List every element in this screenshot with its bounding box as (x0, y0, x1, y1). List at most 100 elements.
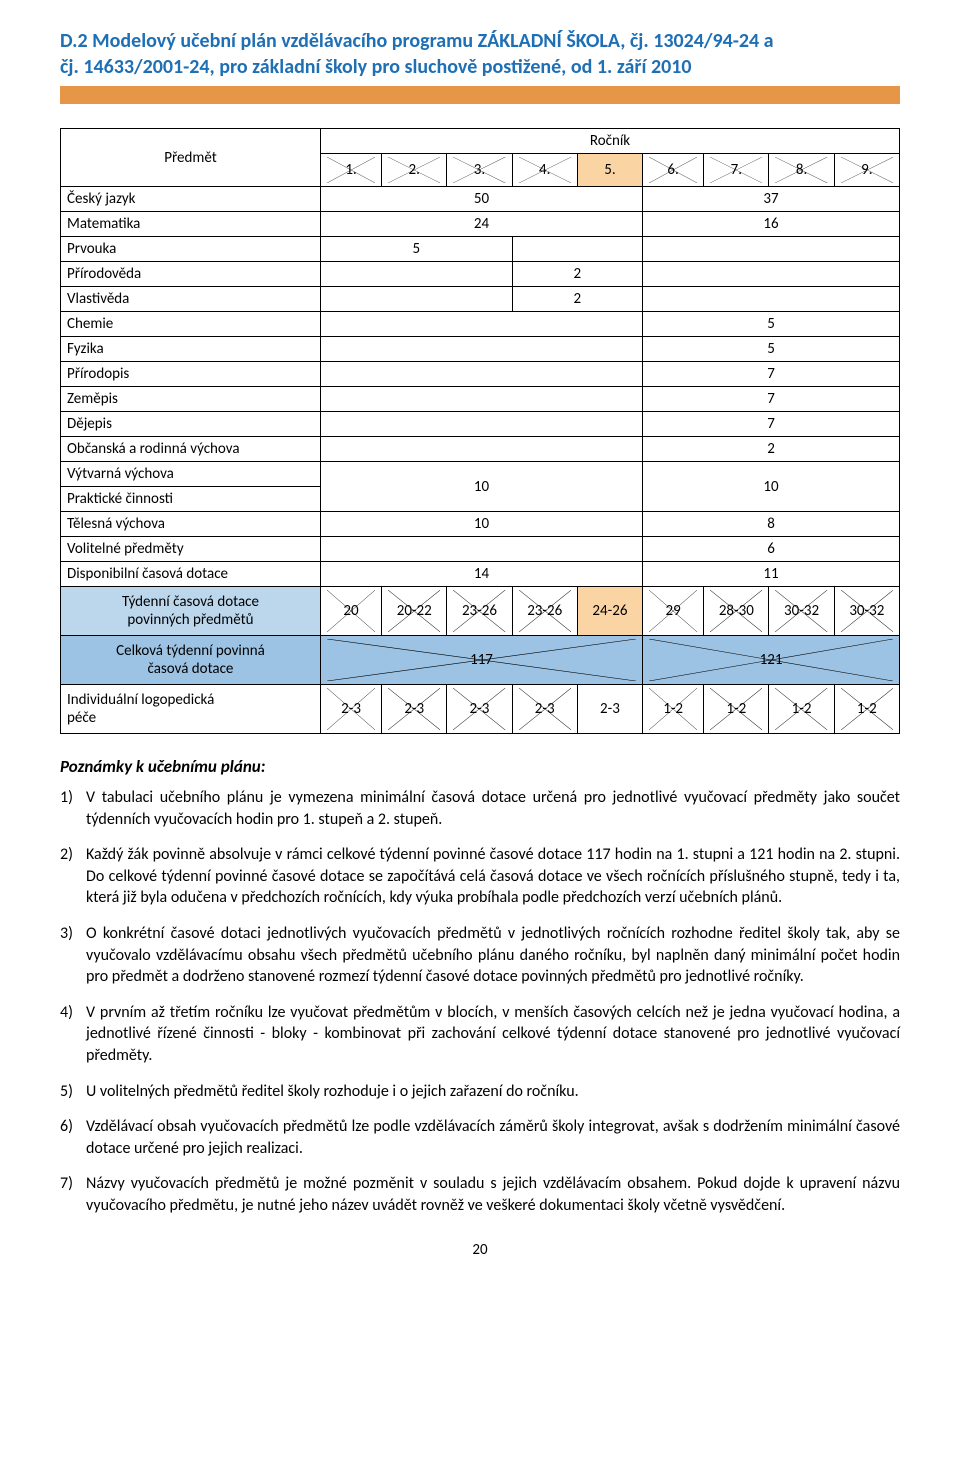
note-number: 2) (60, 844, 86, 909)
table-row: Tělesná výchova 10 8 (61, 512, 900, 537)
subject-label: Dějepis (61, 412, 321, 437)
empty-cell (320, 437, 642, 462)
list-item: 7)Názvy vyučovacích předmětů je možné po… (60, 1173, 900, 1216)
value-left: 5 (320, 237, 512, 262)
heading-underline-bar (60, 86, 900, 104)
note-number: 5) (60, 1081, 86, 1103)
grade-4: 4. (512, 154, 577, 187)
logoped-3: 2-3 (447, 685, 512, 734)
value-right: 5 (643, 337, 900, 362)
table-row: Přírodopis 7 (61, 362, 900, 387)
grade-8: 8. (769, 154, 834, 187)
note-text: U volitelných předmětů ředitel školy roz… (86, 1081, 900, 1103)
subject-label: Český jazyk (61, 187, 321, 212)
grade-3: 3. (447, 154, 512, 187)
page-number: 20 (60, 1241, 900, 1259)
list-item: 2)Každý žák povinně absolvuje v rámci ce… (60, 844, 900, 909)
value-right: 6 (643, 537, 900, 562)
subject-label: Občanská a rodinná výchova (61, 437, 321, 462)
weekly-7: 28-30 (704, 587, 769, 636)
table-row: Chemie 5 (61, 312, 900, 337)
logoped-6: 1-2 (643, 685, 704, 734)
weekly-8: 30-32 (769, 587, 834, 636)
heading-line1: D.2 Modelový učební plán vzdělávacího pr… (60, 29, 774, 53)
empty-cell (320, 362, 642, 387)
table-row: Český jazyk 50 37 (61, 187, 900, 212)
total-label: Celková týdenní povinná časová dotace (61, 636, 321, 685)
empty-cell (320, 337, 642, 362)
subject-label: Fyzika (61, 337, 321, 362)
value-right: 8 (643, 512, 900, 537)
empty-cell (643, 262, 900, 287)
value-left: 10 (320, 462, 642, 512)
table-row-vytvarna: Výtvarná výchova 10 10 (61, 462, 900, 487)
table-row: Přírodověda 2 (61, 262, 900, 287)
logoped-7: 1-2 (704, 685, 769, 734)
header-subject: Předmět (61, 129, 321, 187)
value-right: 7 (643, 412, 900, 437)
note-text: Názvy vyučovacích předmětů je možné pozm… (86, 1173, 900, 1216)
subject-label: Zeměpis (61, 387, 321, 412)
grade-6: 6. (643, 154, 704, 187)
note-text: V prvním až třetím ročníku lze vyučovat … (86, 1002, 900, 1067)
logoped-label: Individuální logopedická péče (61, 685, 321, 734)
value-right: 16 (643, 212, 900, 237)
section-heading: D.2 Modelový učební plán vzdělávacího pr… (60, 28, 900, 80)
empty-cell (643, 287, 900, 312)
value-narrow: 2 (512, 287, 642, 312)
notes-heading: Poznámky k učebnímu plánu: (60, 756, 900, 777)
empty-cell (320, 537, 642, 562)
empty-cell (320, 262, 512, 287)
subject-label: Chemie (61, 312, 321, 337)
subject-label: Praktické činnosti (61, 487, 321, 512)
weekly-row: Týdenní časová dotace povinných předmětů… (61, 587, 900, 636)
empty-cell (320, 387, 642, 412)
subject-label: Vlastivěda (61, 287, 321, 312)
weekly-6: 29 (643, 587, 704, 636)
empty-cell (512, 237, 642, 262)
empty-cell (643, 237, 900, 262)
table-row: Disponibilní časová dotace 14 11 (61, 562, 900, 587)
value-right: 2 (643, 437, 900, 462)
note-number: 3) (60, 923, 86, 988)
grade-9: 9. (834, 154, 899, 187)
table-row: Dějepis 7 (61, 412, 900, 437)
value-right: 7 (643, 387, 900, 412)
table-row: Matematika 24 16 (61, 212, 900, 237)
subject-label: Tělesná výchova (61, 512, 321, 537)
curriculum-table: Předmět Ročník 1. 2. 3. 4. 5. 6. 7. 8. 9… (60, 128, 900, 734)
value-right: 7 (643, 362, 900, 387)
logoped-5: 2-3 (577, 685, 642, 734)
value-right: 37 (643, 187, 900, 212)
weekly-2: 20-22 (382, 587, 447, 636)
total-right: 121 (643, 636, 900, 685)
table-row: Zeměpis 7 (61, 387, 900, 412)
notes-list: 1)V tabulaci učebního plánu je vymezena … (60, 787, 900, 1217)
logoped-row: Individuální logopedická péče 2-3 2-3 2-… (61, 685, 900, 734)
logoped-1: 2-3 (320, 685, 381, 734)
subject-label: Přírodopis (61, 362, 321, 387)
logoped-8: 1-2 (769, 685, 834, 734)
logoped-9: 1-2 (834, 685, 899, 734)
note-number: 1) (60, 787, 86, 830)
value-left: 24 (320, 212, 642, 237)
heading-line2: čj. 14633/2001-24, pro základní školy pr… (60, 55, 692, 79)
note-number: 7) (60, 1173, 86, 1216)
weekly-label: Týdenní časová dotace povinných předmětů (61, 587, 321, 636)
value-narrow: 2 (512, 262, 642, 287)
total-row: Celková týdenní povinná časová dotace 11… (61, 636, 900, 685)
table-row: Prvouka 5 (61, 237, 900, 262)
subject-label: Disponibilní časová dotace (61, 562, 321, 587)
list-item: 5)U volitelných předmětů ředitel školy r… (60, 1081, 900, 1103)
header-year: Ročník (320, 129, 899, 154)
value-right: 11 (643, 562, 900, 587)
grade-1: 1. (320, 154, 381, 187)
value-left: 10 (320, 512, 642, 537)
weekly-1: 20 (320, 587, 381, 636)
table-row: Občanská a rodinná výchova 2 (61, 437, 900, 462)
value-left: 14 (320, 562, 642, 587)
empty-cell (320, 312, 642, 337)
subject-label: Prvouka (61, 237, 321, 262)
subject-label: Přírodověda (61, 262, 321, 287)
value-left: 50 (320, 187, 642, 212)
